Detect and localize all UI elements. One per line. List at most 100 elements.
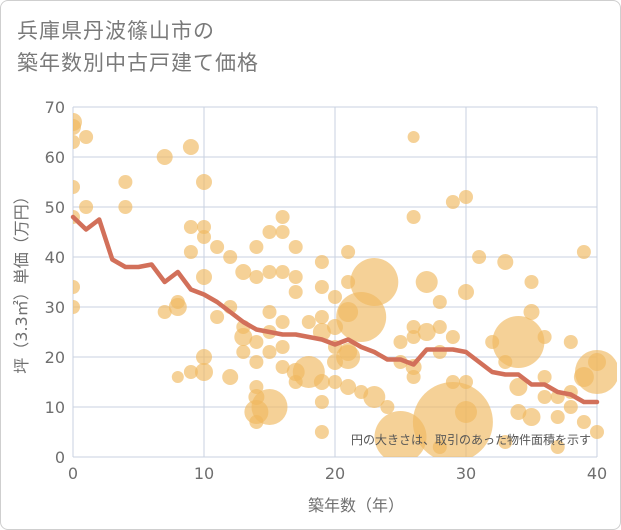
bubble-point	[432, 320, 447, 334]
bubble-point	[523, 304, 540, 320]
x-tick-label: 20	[325, 464, 345, 483]
bubble-point	[156, 149, 173, 165]
bubble-point	[314, 310, 329, 324]
bubble-point	[234, 328, 253, 346]
y-tick-label: 20	[45, 348, 65, 367]
bubble-point	[249, 270, 264, 284]
bubble-point	[314, 395, 329, 409]
chart-title-line2: 築年数別中古戸建て価格	[17, 51, 259, 75]
x-axis-title: 築年数（年）	[308, 496, 404, 515]
bubble-point	[537, 370, 552, 384]
bubble-point	[171, 371, 184, 383]
bubble-point	[197, 230, 211, 244]
bubble-point	[459, 190, 473, 204]
bubble-point	[249, 240, 264, 254]
bubble-point	[563, 335, 578, 349]
y-tick-label: 30	[45, 298, 65, 317]
bubble-point	[497, 254, 514, 270]
bubble-point	[313, 374, 330, 390]
bubble-point	[301, 315, 316, 329]
bubble-point	[183, 365, 198, 379]
bubble-point	[73, 180, 80, 194]
bubble-point	[79, 200, 94, 214]
bubble-point	[412, 382, 493, 457]
bubble-point	[251, 389, 288, 425]
bubble-point	[406, 210, 421, 224]
bubble-point	[236, 345, 251, 359]
y-axis-title: 坪（3.3㎡）単価（万円）	[12, 188, 31, 373]
x-tick-label: 10	[194, 464, 214, 483]
bubble-point	[350, 258, 399, 306]
bubble-point	[249, 355, 264, 369]
bubble-point	[118, 175, 133, 189]
average-line-series	[70, 214, 600, 405]
bubble-point	[73, 135, 80, 149]
bubble-point	[275, 210, 290, 224]
bubble-point	[73, 119, 81, 135]
bubble-point	[445, 330, 460, 344]
bubble-point	[275, 360, 290, 374]
grid-lines	[72, 106, 598, 458]
x-axis-ticks: 0 10 20 30 40	[68, 464, 607, 483]
y-tick-label: 60	[45, 148, 65, 167]
bubble-point	[288, 270, 303, 284]
bubble-point	[314, 425, 329, 439]
bubble-point	[406, 370, 421, 384]
bubble-point	[182, 139, 199, 155]
chart-title-line1: 兵庫県丹波篠山市の	[17, 19, 215, 43]
bubble-point	[73, 280, 80, 294]
bubble-point	[432, 440, 447, 454]
y-tick-label: 0	[55, 448, 65, 467]
bubble-series	[73, 113, 617, 457]
bubble-point	[522, 408, 541, 426]
bubble-point	[415, 271, 438, 293]
x-tick-label: 40	[587, 464, 607, 483]
bubble-point	[590, 425, 604, 439]
bubble-point	[79, 130, 94, 144]
bubble-point	[537, 330, 552, 344]
bubble-point	[524, 275, 539, 289]
bubble-point	[249, 415, 264, 429]
bubble-point	[210, 310, 225, 324]
bubble-point	[275, 265, 290, 279]
bubble-point	[432, 345, 447, 359]
bubble-point	[537, 390, 552, 404]
bubble-point	[183, 245, 198, 259]
bubble-point	[406, 330, 421, 344]
bubble-point	[314, 255, 329, 269]
average-line	[70, 214, 600, 405]
bubble-point	[314, 280, 329, 294]
bubble-point	[406, 320, 421, 334]
bubble-point	[432, 295, 447, 309]
bubble-point	[197, 220, 211, 234]
y-tick-label: 10	[45, 398, 65, 417]
bubble-point	[328, 290, 342, 304]
bubble-point	[550, 410, 565, 424]
bubble-point	[262, 265, 277, 279]
bubble-point	[196, 174, 212, 190]
bubble-point	[336, 345, 361, 369]
x-tick-label: 0	[68, 464, 78, 483]
bubble-point	[363, 386, 386, 408]
bubble-point	[550, 440, 565, 454]
y-axis-ticks: 0 10 20 30 40 50 60 70	[45, 98, 65, 467]
bubble-point	[262, 305, 277, 319]
bubble-point	[492, 316, 545, 368]
bubble-point	[407, 131, 420, 143]
bubble-point	[576, 415, 591, 429]
bubble-point	[341, 245, 356, 259]
y-tick-label: 40	[45, 248, 65, 267]
bubble-point	[262, 225, 277, 239]
bubble-point	[275, 315, 290, 329]
bubble-point	[472, 250, 487, 264]
bubble-point	[210, 240, 225, 254]
bubble-point	[510, 404, 527, 420]
bubble-point	[576, 245, 591, 259]
bubble-point	[417, 323, 436, 341]
bubble-point	[223, 250, 238, 264]
bubble-point	[262, 345, 277, 359]
x-tick-label: 30	[456, 464, 476, 483]
chart-title: 兵庫県丹波篠山市の 築年数別中古戸建て価格	[17, 15, 259, 79]
